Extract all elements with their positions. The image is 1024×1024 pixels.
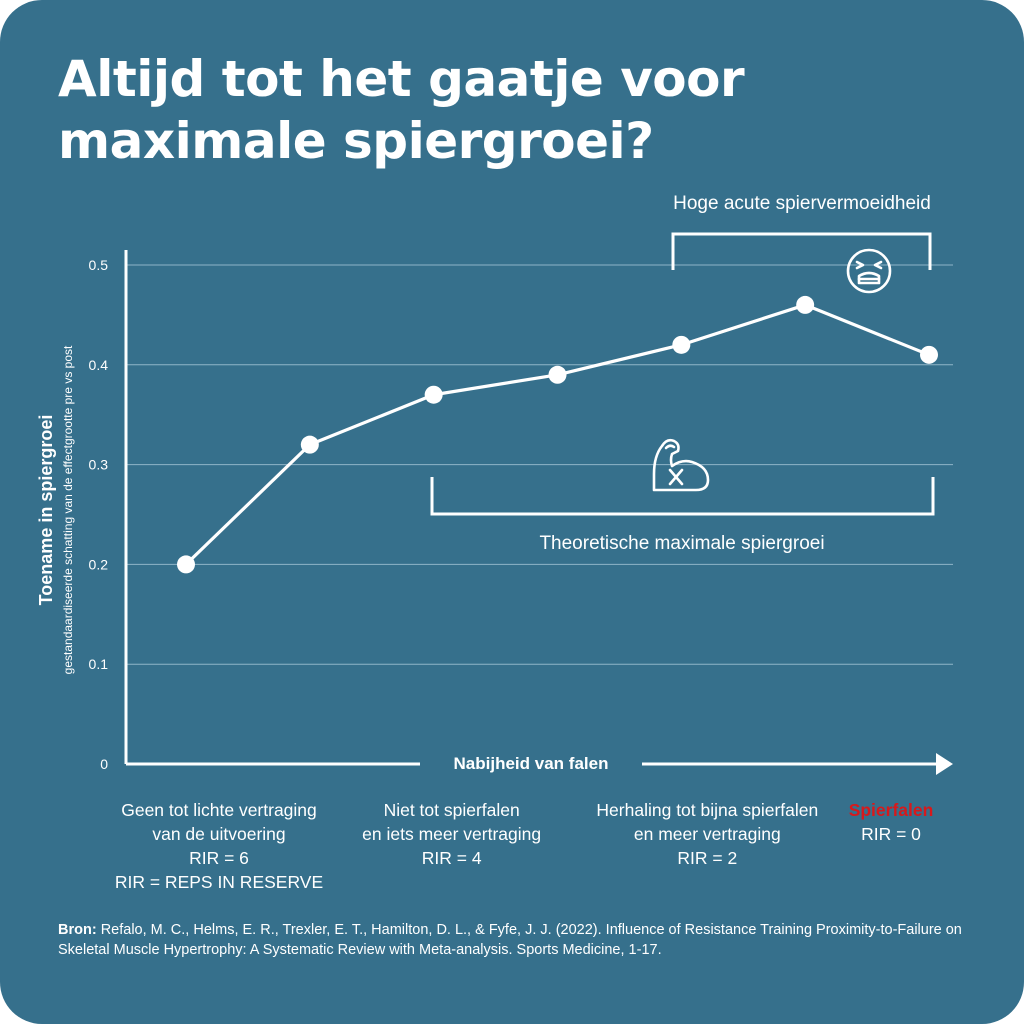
tired-face-icon [846,248,892,294]
data-point [424,385,443,404]
series-line [184,303,930,566]
y-tick-label: 0.1 [89,656,109,672]
y-tick-label: 0.5 [89,257,109,273]
category-label-line: RIR = 0 [861,824,921,844]
grid-lines [126,264,953,665]
category-label-line: van de uitvoering [152,824,286,844]
y-tick-labels: 0 0.1 0.2 0.3 0.4 0.5 [89,257,109,772]
category-label-line: Herhaling tot bijna spierfalen [596,800,819,820]
data-point [920,345,938,364]
y-tick-label: 0.2 [89,556,109,572]
y-axis-sublabel: gestandaardiseerde schatting van de effe… [61,345,75,674]
flexed-bicep-icon [652,438,710,492]
y-tick-label: 0.4 [89,357,109,373]
category-label-line: RIR = 2 [677,848,738,868]
title-line-1: Altijd tot het gaatje voor [58,50,745,108]
source-label: Bron: [58,922,97,938]
category-label-line: Geen tot lichte vertraging [121,800,317,820]
fatigue-label: Hoge acute spiervermoeidheid [673,193,931,214]
source-text: Refalo, M. C., Helms, E. R., Trexler, E.… [58,922,962,958]
source-citation: Bron: Refalo, M. C., Helms, E. R., Trexl… [58,920,998,960]
page-title: Altijd tot het gaatje voor maximale spie… [58,48,998,172]
category-label-line: en iets meer vertraging [362,824,542,844]
x-axis-arrowhead [936,753,953,775]
fatigue-bracket [671,232,932,270]
category-label-line: Niet tot spierfalen [383,800,520,820]
title-line-2: maximale spiergroei? [58,112,654,170]
series-primary [184,303,930,566]
category-label-line: RIR = 4 [421,848,482,868]
category-label: Geen tot lichte vertraging van de uitvoer… [104,798,334,894]
data-point [177,555,195,574]
category-label-line: RIR = REPS IN RESERVE [114,872,324,892]
data-point [796,295,815,314]
category-label: Herhaling tot bijna spierfalen en meer ve… [592,798,822,870]
y-tick-label: 0.3 [89,457,109,473]
data-point [300,435,319,454]
data-points [177,295,938,574]
category-label: Niet tot spierfalen en iets meer vertragi… [337,798,567,870]
growth-label: Theoretische maximale spiergroei [539,533,824,554]
y-axis-label: Toename in spiergroei [36,415,56,606]
category-label-line: RIR = 6 [189,848,249,868]
growth-bracket [430,477,935,516]
category-label: Spierfalen RIR = 0 [776,798,1006,846]
data-point [548,365,567,384]
data-point [672,335,691,354]
category-label-line: Spierfalen [848,800,934,820]
x-axis-label: Nabijheid van falen [454,754,609,773]
category-label-line: en meer vertraging [633,824,781,844]
y-tick-label: 0 [100,756,108,772]
